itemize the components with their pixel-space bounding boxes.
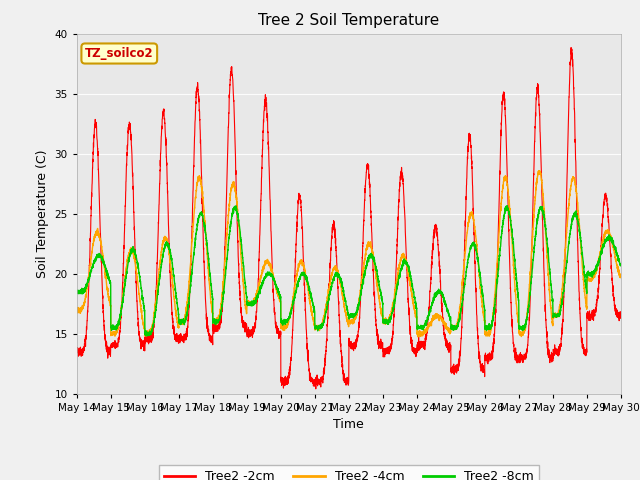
Tree2 -8cm [73,287,81,293]
Tree2 -2cm [369,265,377,271]
Tree2 -2cm [398,171,406,177]
Tree2 -8cm [617,263,625,268]
Tree2 -4cm [536,168,543,174]
Title: Tree 2 Soil Temperature: Tree 2 Soil Temperature [258,13,440,28]
Tree2 -8cm [503,203,511,208]
Tree2 -4cm [398,252,406,258]
Tree2 -2cm [617,312,625,317]
Tree2 -4cm [525,292,532,298]
Tree2 -4cm [414,334,422,340]
Legend: Tree2 -2cm, Tree2 -4cm, Tree2 -8cm: Tree2 -2cm, Tree2 -4cm, Tree2 -8cm [159,465,539,480]
Tree2 -4cm [498,191,506,197]
Text: TZ_soilco2: TZ_soilco2 [85,47,154,60]
Tree2 -8cm [398,264,406,270]
Y-axis label: Soil Temperature (C): Soil Temperature (C) [36,149,49,278]
Tree2 -8cm [369,253,377,259]
Tree2 -4cm [73,306,81,312]
Tree2 -8cm [186,290,193,296]
Tree2 -4cm [186,273,193,278]
Tree2 -2cm [186,291,193,297]
Tree2 -4cm [617,273,625,278]
Tree2 -8cm [498,227,506,233]
Tree2 -8cm [539,208,547,214]
Tree2 -4cm [369,252,377,257]
Tree2 -8cm [525,304,532,310]
Tree2 -4cm [539,191,547,196]
Tree2 -8cm [143,333,150,339]
Tree2 -2cm [312,386,319,392]
Tree2 -2cm [73,348,81,353]
Line: Tree2 -2cm: Tree2 -2cm [77,48,621,389]
Tree2 -2cm [539,223,547,229]
X-axis label: Time: Time [333,418,364,431]
Line: Tree2 -4cm: Tree2 -4cm [77,171,621,337]
Line: Tree2 -8cm: Tree2 -8cm [77,205,621,336]
Tree2 -2cm [525,326,532,332]
Tree2 -2cm [498,108,506,113]
Tree2 -2cm [567,45,575,50]
